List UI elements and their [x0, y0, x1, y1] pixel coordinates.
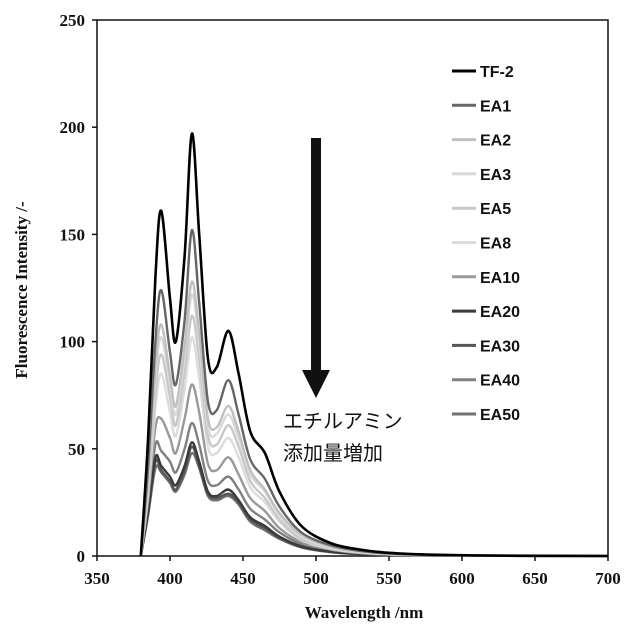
plot-frame [97, 20, 608, 556]
legend-label-ea5: EA5 [480, 201, 511, 218]
x-tick-label: 350 [84, 569, 110, 588]
legend-label-ea8: EA8 [480, 236, 511, 253]
annotation-line1: エチルアミン [283, 409, 403, 433]
annotation-arrow-head [302, 370, 330, 398]
y-tick-label: 250 [60, 11, 86, 30]
x-tick-label: 550 [376, 569, 402, 588]
x-tick-label: 700 [595, 569, 621, 588]
x-tick-label: 650 [522, 569, 548, 588]
y-tick-label: 50 [68, 440, 85, 459]
x-tick-label: 450 [230, 569, 256, 588]
legend: TF-2 EA1 EA2 EA3 EA5 EA8 EA10 EA20 EA30 EA40 EA50 [452, 64, 520, 424]
x-axis-title: Wavelength /nm [305, 603, 424, 622]
y-tick-label: 150 [60, 225, 86, 244]
legend-label-ea3: EA3 [480, 167, 511, 184]
y-tick-label: 200 [60, 118, 86, 137]
legend-label-ea2: EA2 [480, 133, 511, 150]
x-tick-label: 500 [303, 569, 329, 588]
legend-label-ea40: EA40 [480, 373, 520, 390]
legend-label-ea30: EA30 [480, 338, 520, 355]
legend-label-ea50: EA50 [480, 407, 520, 424]
y-tick-label: 0 [77, 547, 86, 566]
series-line-ea1 [141, 230, 608, 556]
annotation: エチルアミン 添加量増加 [283, 138, 403, 465]
annotation-line2: 添加量増加 [283, 441, 383, 465]
x-tick-label: 600 [449, 569, 475, 588]
plot-border [97, 20, 608, 556]
y-axis-title: Fluorescence Intensity /- [12, 201, 31, 379]
series-line-tf-2 [141, 133, 608, 556]
legend-label-ea20: EA20 [480, 304, 520, 321]
legend-label-tf-2: TF-2 [480, 64, 514, 81]
legend-label-ea1: EA1 [480, 98, 511, 115]
series-lines [141, 133, 608, 556]
y-tick-label: 100 [60, 333, 86, 352]
legend-label-ea10: EA10 [480, 270, 520, 287]
x-tick-label: 400 [157, 569, 183, 588]
